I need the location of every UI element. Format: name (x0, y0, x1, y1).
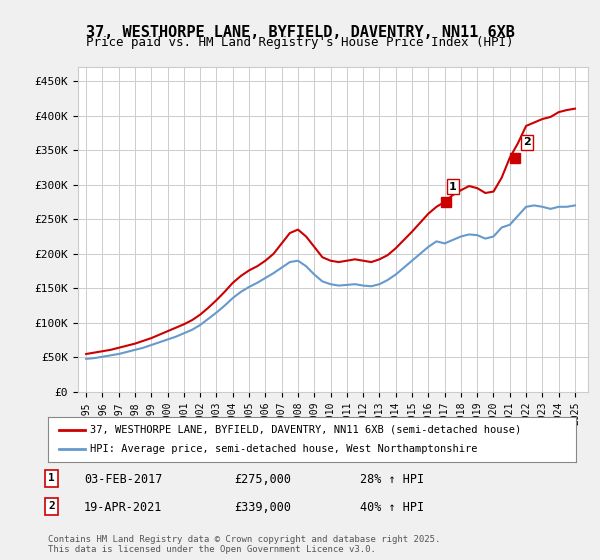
Text: 03-FEB-2017: 03-FEB-2017 (84, 473, 163, 486)
Text: Price paid vs. HM Land Registry's House Price Index (HPI): Price paid vs. HM Land Registry's House … (86, 36, 514, 49)
Text: 37, WESTHORPE LANE, BYFIELD, DAVENTRY, NN11 6XB: 37, WESTHORPE LANE, BYFIELD, DAVENTRY, N… (86, 25, 514, 40)
Text: 1: 1 (449, 181, 457, 192)
Text: £339,000: £339,000 (234, 501, 291, 514)
Text: £275,000: £275,000 (234, 473, 291, 486)
Text: 2: 2 (523, 137, 530, 147)
Text: 2: 2 (48, 501, 55, 511)
Text: 19-APR-2021: 19-APR-2021 (84, 501, 163, 514)
Text: 40% ↑ HPI: 40% ↑ HPI (360, 501, 424, 514)
Text: 28% ↑ HPI: 28% ↑ HPI (360, 473, 424, 486)
Text: 37, WESTHORPE LANE, BYFIELD, DAVENTRY, NN11 6XB (semi-detached house): 37, WESTHORPE LANE, BYFIELD, DAVENTRY, N… (90, 424, 521, 435)
Text: HPI: Average price, semi-detached house, West Northamptonshire: HPI: Average price, semi-detached house,… (90, 445, 478, 455)
Text: Contains HM Land Registry data © Crown copyright and database right 2025.
This d: Contains HM Land Registry data © Crown c… (48, 535, 440, 554)
Text: 1: 1 (48, 473, 55, 483)
